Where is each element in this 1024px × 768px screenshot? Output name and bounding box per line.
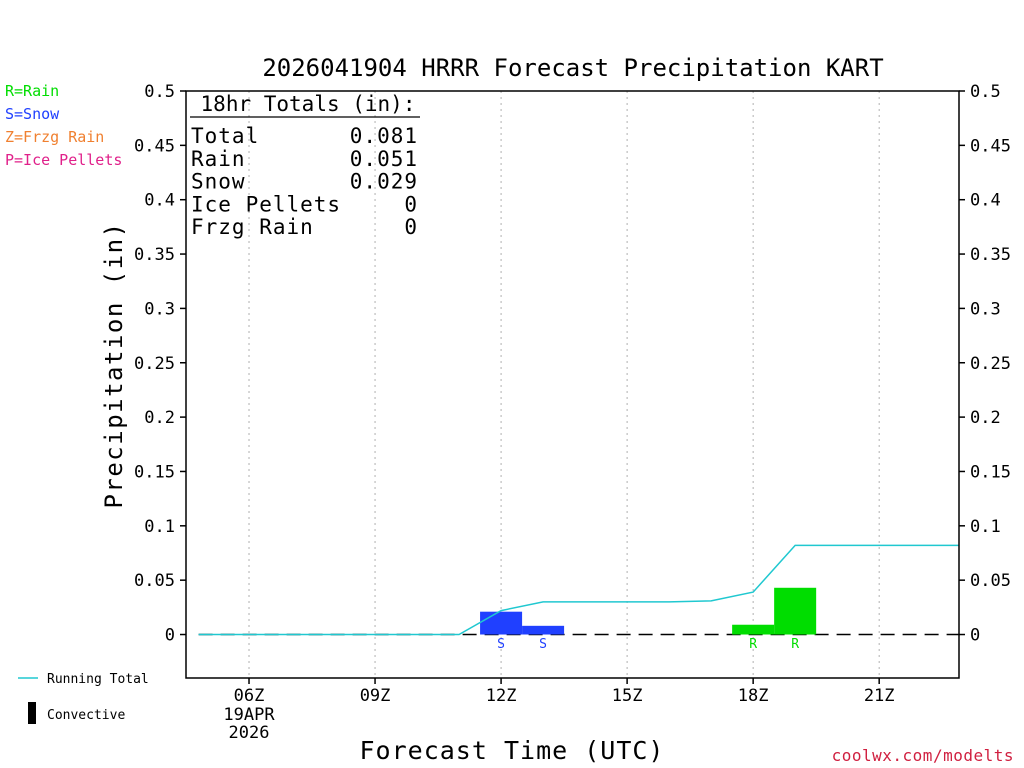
totals-row-value: 0.029 [350,170,418,194]
x-tick-label: 06Z [234,686,265,706]
precip-type-marker: R [791,637,799,652]
y-tick-label-right: 0.35 [970,245,1011,265]
running-total-series [198,544,959,636]
x-tick-label: 18Z [738,686,769,706]
y-tick-label-right: 0.15 [970,462,1011,482]
plot-frame [185,90,960,679]
totals-row-label: Snow [191,170,246,194]
precip-type-legend: R=Rain S=Snow Z=Frzg Rain P=Ice Pellets [5,82,122,169]
y-tick-label-left: 0 [165,626,175,646]
y-tick-label-left: 0.2 [144,408,175,428]
series-legend-label: Running Total [47,672,149,687]
totals-row-label: Ice Pellets [191,192,341,216]
precip-type-marker: S [497,637,505,652]
y-tick-label-left: 0.45 [134,136,175,156]
precip-bar-3 [732,624,775,635]
y-axis-right: 0 0.05 0.1 0.15 0.2 0.25 0.3 0.35 0.4 0.45 0.5 [959,82,1011,646]
y-tick-label-right: 0.45 [970,136,1011,156]
y-tick-label-right: 0.4 [970,191,1001,211]
x-tick-label: 12Z [486,686,517,706]
series-legend-label: Convective [47,708,125,723]
y-tick-label-right: 0.5 [970,82,1001,102]
y-axis-label: Precipitation (in) [100,221,128,508]
totals-heading: 18hr Totals (in): [201,92,416,116]
y-tick-label-left: 0.15 [134,462,175,482]
grid-lines [248,91,880,678]
precip-bar-1 [480,611,523,635]
precip-type-marker: R [749,637,757,652]
legend-entry: S=Snow [5,105,60,123]
y-tick-label-left: 0.05 [134,571,175,591]
y-tick-label-left: 0.3 [144,299,175,319]
x-axis-label: Forecast Time (UTC) [360,736,665,765]
series-legend: Running Total Convective [18,672,149,724]
precip-bar-4 [774,587,817,635]
totals-box: 18hr Totals (in): Total 0.081 Rain 0.051 Snow… [190,92,420,239]
x-date-label: 19APR [223,705,275,725]
totals-row-value: 0 [404,192,418,216]
y-tick-label-right: 0.2 [970,408,1001,428]
y-axis-left: 0 0.05 0.1 0.15 0.2 0.25 0.3 0.35 0.4 0.45 0.5 [134,82,186,646]
precip-type-marker: S [539,637,547,652]
credit-text: coolwx.com/modelts [832,746,1014,765]
x-tick-label: 15Z [612,686,643,706]
y-tick-label-left: 0.1 [144,517,175,537]
y-tick-label-left: 0.25 [134,354,175,374]
y-tick-label-right: 0.1 [970,517,1001,537]
y-tick-label-left: 0.5 [144,82,175,102]
legend-entry: R=Rain [5,82,59,100]
precip-bar-2 [522,625,565,635]
chart-title: 2026041904 HRRR Forecast Precipitation K… [262,54,883,82]
legend-entry: P=Ice Pellets [5,151,122,169]
totals-row-value: 0 [404,215,418,239]
x-date-label: 2026 [229,723,270,743]
running-total-line [198,544,959,636]
y-tick-label-right: 0 [970,626,980,646]
x-tick-label: 21Z [864,686,895,706]
y-tick-label-left: 0.35 [134,245,175,265]
y-tick-label-right: 0.05 [970,571,1011,591]
totals-row-value: 0.081 [350,124,418,148]
convective-swatch [28,702,36,724]
x-tick-label: 09Z [360,686,391,706]
y-tick-label-right: 0.3 [970,299,1001,319]
y-tick-label-left: 0.4 [144,191,175,211]
totals-row-label: Rain [191,147,246,171]
totals-row-label: Total [191,124,259,148]
y-tick-label-right: 0.25 [970,354,1011,374]
totals-row-label: Frzg Rain [191,215,314,239]
legend-entry: Z=Frzg Rain [5,128,104,146]
totals-row-value: 0.051 [350,147,418,171]
